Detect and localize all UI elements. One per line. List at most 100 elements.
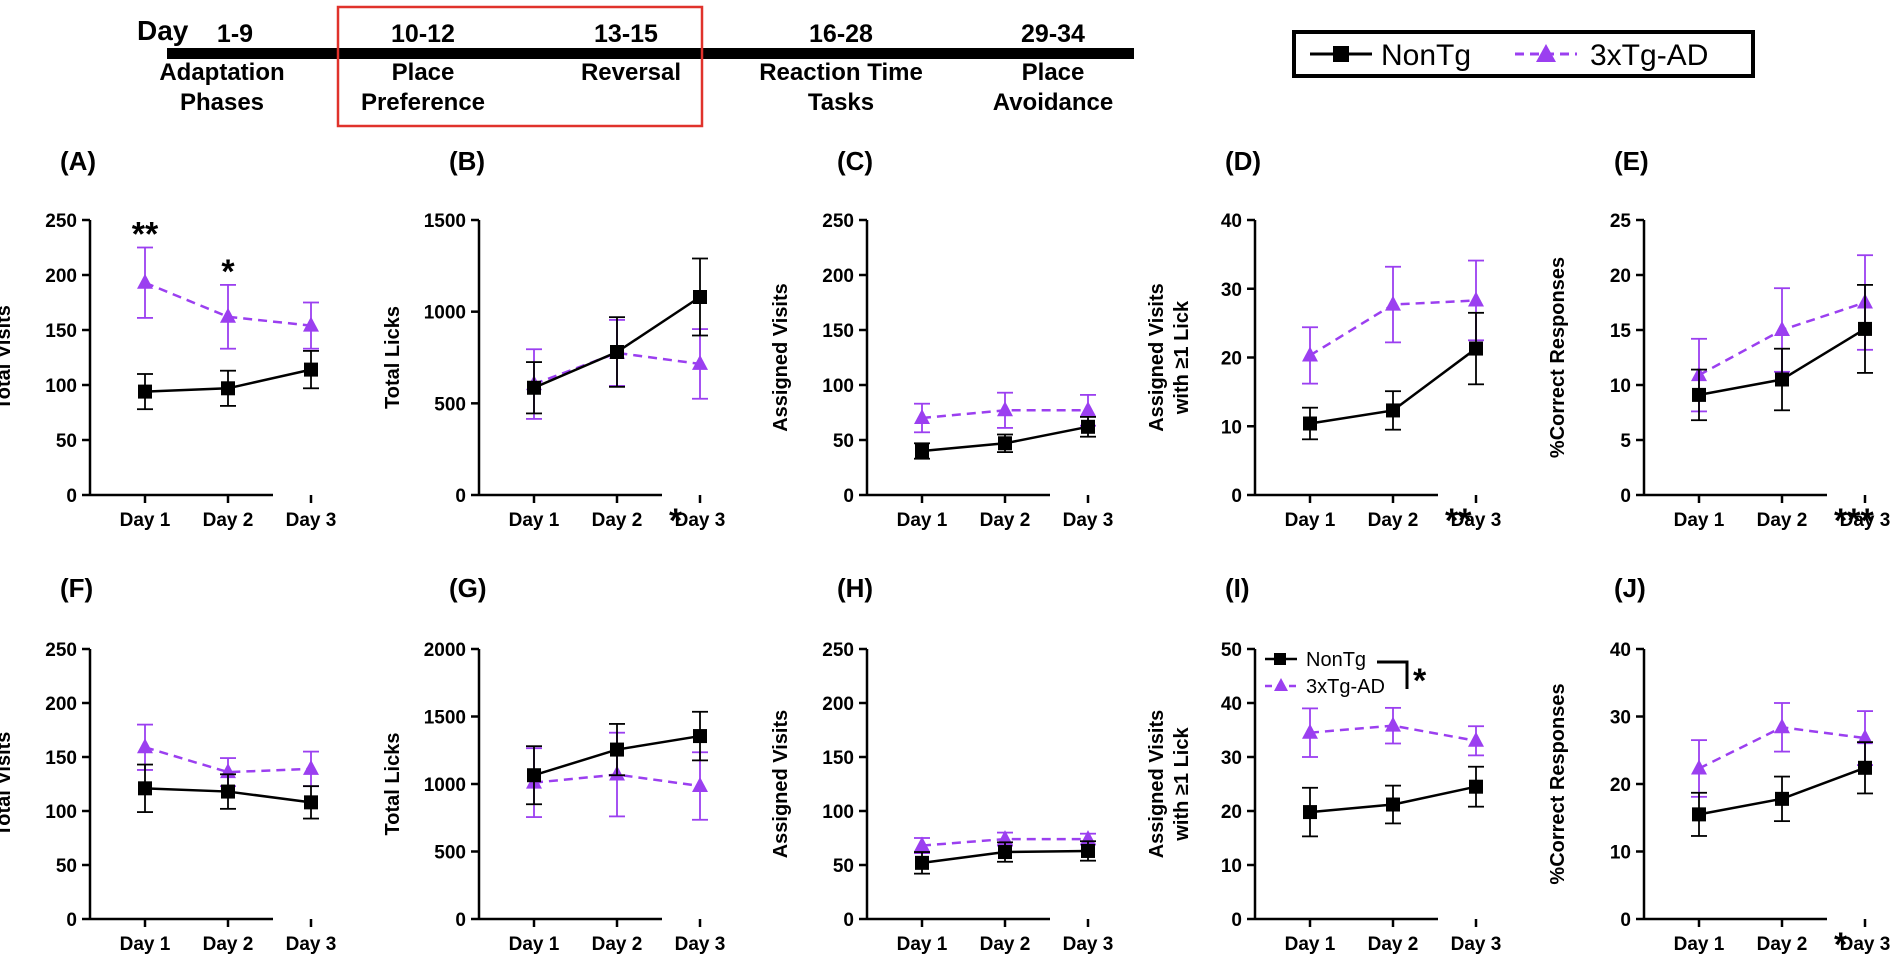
timeline-highlight-box xyxy=(336,5,704,128)
legend: NonTg 3xTg-AD xyxy=(1292,30,1755,78)
y-tick-label: 200 xyxy=(822,266,854,287)
x-tick-label: Day 3 xyxy=(286,934,337,955)
y-tick-label: 0 xyxy=(66,486,77,507)
x-tick-label: Day 1 xyxy=(1674,510,1725,531)
y-axis-label: Assigned Visits xyxy=(770,710,792,859)
series-nontg xyxy=(1691,283,1873,422)
y-tick-label: 1500 xyxy=(424,708,466,729)
panel-label: (A) xyxy=(60,146,96,176)
data-point xyxy=(137,273,153,289)
chart-f: (F) 0 50 100 150 200 250 Day 1 Day 2 Day 3 Total V… xyxy=(0,573,336,955)
y-tick-label: 50 xyxy=(1221,640,1242,661)
chart-d: (D) 0 10 20 30 40 Day 1 Day 2 Day 3 Assigned Visi… xyxy=(1146,146,1501,540)
data-point xyxy=(1469,779,1483,794)
series-nontg xyxy=(526,710,708,806)
data-point xyxy=(997,401,1013,417)
legend-3xtg-label: 3xTg-AD xyxy=(1590,39,1708,72)
panel-label: (I) xyxy=(1225,573,1250,603)
x-tick-label: Day 2 xyxy=(1368,934,1419,955)
data-point xyxy=(692,354,708,370)
chart-c: (C) 0 50 100 150 200 250 Day 1 Day 2 Day 3 Assigne… xyxy=(770,146,1113,531)
x-tick-label: Day 1 xyxy=(509,510,560,531)
y-axis-label: Total Licks xyxy=(382,733,404,836)
data-point xyxy=(1385,716,1401,732)
chart-a: (A) 0 50 100 150 200 250 Day 1 Day 2 Day 3 Total V… xyxy=(0,146,336,531)
timeline-phase-name: Place xyxy=(392,59,455,86)
data-point xyxy=(303,759,319,775)
chart-g: (G) 0 500 1000 1500 2000 Day 1 Day 2 Day 3 Total … xyxy=(382,573,725,955)
series-nontg xyxy=(914,415,1096,460)
timeline-phase-days: 1-9 xyxy=(217,20,253,48)
y-axis-label: %Correct Responses xyxy=(1547,257,1569,458)
timeline-phase-days: 29-34 xyxy=(1021,20,1085,48)
timeline-phase-name: Place xyxy=(1022,59,1085,86)
data-point xyxy=(1469,341,1483,356)
y-tick-label: 2000 xyxy=(424,640,466,661)
y-tick-label: 0 xyxy=(455,486,466,507)
data-point xyxy=(915,855,929,870)
y-tick-label: 20 xyxy=(1610,775,1631,796)
panel-label: (F) xyxy=(60,573,93,603)
x-tick-label: Day 1 xyxy=(120,510,171,531)
x-tick-label: Day 2 xyxy=(980,510,1031,531)
data-point xyxy=(220,307,236,323)
y-axis-label: Total Visits xyxy=(0,732,15,837)
data-point xyxy=(1386,403,1400,418)
y-tick-label: 0 xyxy=(1620,486,1631,507)
x-tick-label: Day 2 xyxy=(592,934,643,955)
significance-star: * xyxy=(221,253,235,291)
data-point xyxy=(610,345,624,359)
y-tick-label: 150 xyxy=(822,321,854,342)
y-tick-label: 150 xyxy=(45,748,77,769)
x-tick-label: Day 2 xyxy=(1368,510,1419,531)
y-tick-label: 25 xyxy=(1610,211,1632,232)
chart-i: (I) 0 10 20 30 40 50 Day 1 Day 2 Day 3 Assigned Vi… xyxy=(1146,573,1501,955)
y-axis-label: %Correct Responses xyxy=(1547,683,1569,884)
panel-label: (D) xyxy=(1225,146,1261,176)
x-tick-label: Day 3 xyxy=(675,934,726,955)
timeline-day-label: Day xyxy=(137,15,189,46)
y-tick-label: 1000 xyxy=(424,303,466,324)
x-tick-label: Day 2 xyxy=(1757,934,1808,955)
data-point xyxy=(914,409,930,424)
y-tick-label: 250 xyxy=(45,211,77,232)
x-tick-label: Day 2 xyxy=(592,510,643,531)
x-tick-label: Day 3 xyxy=(1840,934,1891,955)
x-tick-label: Day 1 xyxy=(1285,510,1336,531)
y-tick-label: 40 xyxy=(1610,640,1631,661)
series-nontg xyxy=(526,257,708,415)
data-point xyxy=(1692,387,1706,402)
data-point xyxy=(1386,797,1400,812)
data-point xyxy=(998,436,1012,451)
y-tick-label: 250 xyxy=(822,211,854,232)
series-3xtg xyxy=(914,391,1096,434)
y-tick-label: 50 xyxy=(833,431,854,452)
bracket xyxy=(1377,660,1409,689)
data-point xyxy=(1692,807,1706,822)
y-axis-label: Total Visits xyxy=(0,305,15,410)
chart-b: (B) 0 500 1000 1500 Day 1 Day 2 Day 3 Total Lick… xyxy=(382,146,725,540)
legend-nontg-label: NonTg xyxy=(1381,39,1471,72)
y-tick-label: 0 xyxy=(843,910,854,931)
x-tick-label: Day 3 xyxy=(1451,934,1502,955)
y-axis-label: with ≥1 Lick xyxy=(1171,300,1193,415)
data-point xyxy=(138,781,152,796)
y-tick-label: 15 xyxy=(1610,321,1632,342)
data-point xyxy=(1385,295,1401,311)
y-tick-label: 40 xyxy=(1221,211,1242,232)
y-axis-label: Total Licks xyxy=(382,306,404,409)
y-tick-label: 20 xyxy=(1221,349,1242,370)
data-point xyxy=(1080,401,1096,417)
timeline-phase-name: Reaction Time xyxy=(759,59,923,86)
data-point xyxy=(692,777,708,793)
y-tick-label: 100 xyxy=(45,376,77,397)
panel-label: (C) xyxy=(837,146,873,176)
series-nontg xyxy=(1302,765,1484,838)
y-tick-label: 100 xyxy=(822,376,854,397)
y-tick-label: 150 xyxy=(45,321,77,342)
x-tick-label: Day 1 xyxy=(509,934,560,955)
y-tick-label: 1500 xyxy=(424,211,466,232)
inset-legend-marker xyxy=(1274,678,1288,691)
y-tick-label: 150 xyxy=(822,748,854,769)
